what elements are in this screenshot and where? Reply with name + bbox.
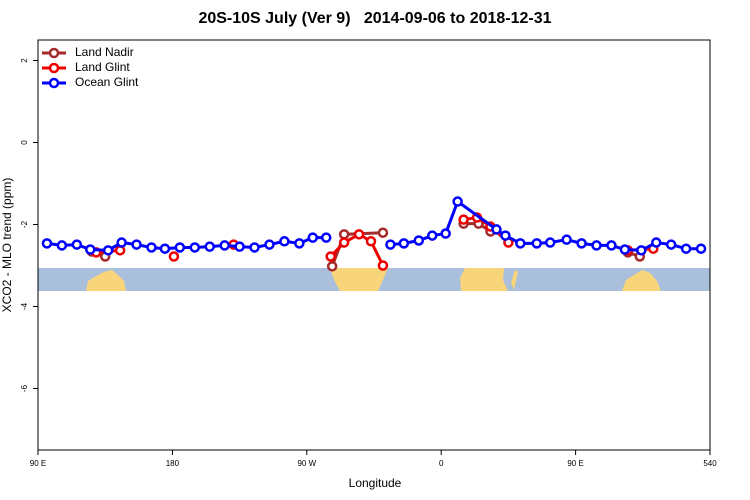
y-tick-label: -4	[20, 302, 29, 310]
data-point	[491, 224, 502, 235]
data-point	[500, 230, 511, 241]
data-point	[219, 240, 230, 251]
data-point	[636, 245, 647, 256]
data-point	[102, 245, 114, 256]
legend-marker	[48, 62, 60, 74]
data-point	[665, 239, 677, 250]
legend-label: Land Glint	[75, 60, 130, 74]
data-point	[71, 239, 83, 250]
data-point	[116, 237, 127, 248]
data-point	[234, 241, 245, 252]
data-point	[440, 228, 451, 239]
data-point	[353, 229, 365, 240]
data-point	[168, 251, 180, 262]
data-point	[189, 242, 201, 253]
data-point	[544, 237, 556, 248]
data-point	[204, 241, 215, 252]
data-point	[325, 251, 336, 262]
data-point	[426, 230, 438, 241]
data-point	[561, 234, 572, 245]
data-point	[680, 243, 692, 254]
data-point	[307, 232, 319, 243]
x-tick-label: 90 E	[30, 459, 46, 468]
map-strip	[38, 268, 710, 291]
data-point	[159, 243, 171, 254]
data-point	[56, 240, 68, 251]
x-axis-label: Longitude	[349, 476, 402, 490]
y-axis-label: XCO2 - MLO trend (ppm)	[0, 178, 14, 313]
data-point	[377, 260, 389, 271]
data-point	[320, 232, 332, 243]
data-point	[619, 244, 631, 255]
data-point	[365, 236, 377, 247]
data-point	[174, 242, 186, 253]
data-point	[452, 196, 463, 207]
data-point	[338, 237, 350, 248]
data-point	[338, 229, 350, 240]
data-point	[377, 227, 389, 238]
legend-label: Ocean Glint	[75, 75, 139, 89]
data-point	[279, 236, 290, 247]
y-tick-label: 0	[20, 140, 29, 145]
data-point	[606, 240, 617, 251]
data-point	[413, 235, 425, 246]
land-shape	[460, 268, 518, 291]
data-point	[249, 242, 260, 253]
chart-title: 20S-10S July (Ver 9) 2014-09-06 to 2018-…	[198, 10, 551, 27]
land-shape	[86, 270, 126, 291]
y-tick-label: 2	[20, 58, 29, 63]
legend-marker	[48, 77, 60, 89]
data-point	[531, 238, 543, 249]
data-point	[326, 261, 338, 272]
data-point	[458, 214, 469, 225]
x-tick-label: 90 W	[297, 459, 316, 468]
data-point	[146, 242, 157, 253]
data-point	[398, 238, 410, 249]
data-point	[385, 239, 396, 250]
land-shape	[622, 270, 661, 291]
x-tick-label: 180	[166, 459, 180, 468]
y-tick-label: -2	[20, 220, 29, 228]
x-tick-label: 540	[703, 459, 717, 468]
data-point	[85, 244, 96, 255]
data-point	[695, 243, 707, 254]
x-tick-label: 0	[439, 459, 444, 468]
data-point	[41, 238, 53, 249]
land-shape	[330, 268, 388, 291]
data-point	[650, 237, 662, 248]
data-point	[515, 238, 526, 249]
data-point	[576, 238, 587, 249]
legend-label: Land Nadir	[75, 45, 134, 59]
data-point	[294, 238, 305, 249]
y-tick-label: -6	[20, 384, 29, 392]
plot-frame	[37, 39, 711, 451]
legend-marker	[48, 47, 60, 59]
data-point	[264, 239, 275, 250]
data-point	[591, 240, 602, 251]
data-point	[131, 239, 142, 250]
x-tick-label: 90 E	[567, 459, 583, 468]
